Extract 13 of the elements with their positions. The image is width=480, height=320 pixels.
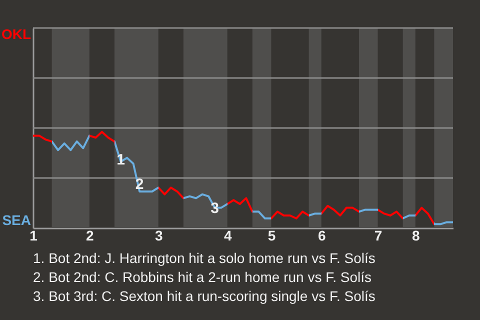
text: 3. Bot 3rd: C. Sexton hit a run-scoring single vs F. Solís xyxy=(33,287,376,306)
text: 2. Bot 2nd: C. Robbins hit a 2-run home run vs F. Solís xyxy=(33,268,373,287)
text: 1. Bot 2nd: J. Harrington hit a solo home run vs F. Solís xyxy=(33,249,376,268)
x-tick-label: 3 xyxy=(154,228,163,244)
x-tick-label: 1 xyxy=(30,228,38,244)
text: OKL xyxy=(1,26,32,42)
x-tick-label: 6 xyxy=(318,228,326,244)
x-tick-label: 7 xyxy=(374,228,382,244)
x-tick-label: 8 xyxy=(412,228,420,244)
x-tick-label: 2 xyxy=(86,228,94,244)
x-tick-label: 4 xyxy=(224,228,232,244)
text: SEA xyxy=(2,212,31,228)
x-tick-label: 5 xyxy=(268,228,276,244)
